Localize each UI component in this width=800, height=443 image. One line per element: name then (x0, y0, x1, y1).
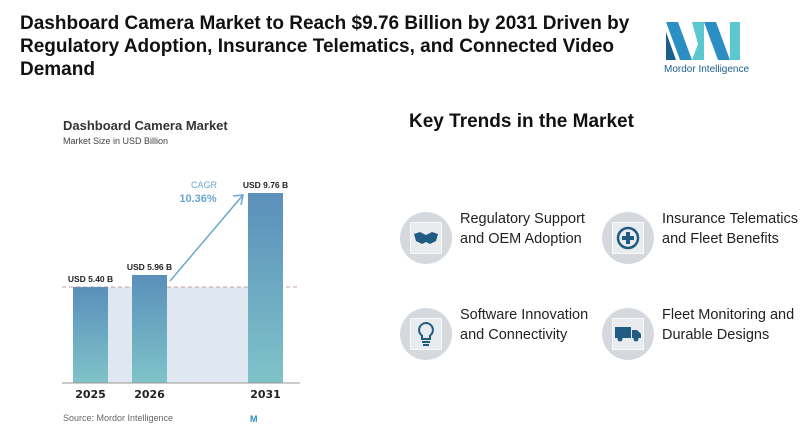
lightbulb-icon (410, 318, 442, 350)
plus-circle-icon (612, 222, 644, 254)
trend-item: Regulatory Support and OEM Adoption (400, 210, 600, 264)
trend-label: Regulatory Support and OEM Adoption (460, 211, 585, 247)
x-tick-label: 2025 (75, 388, 106, 401)
key-trends-title: Key Trends in the Market (409, 111, 634, 132)
bar-chart: USD 5.40 B 2025 USD 5.96 B 2026 USD 9.76 B 20… (62, 180, 300, 424)
mordor-intelligence-logo (666, 22, 740, 60)
handshake-icon (410, 222, 442, 254)
source-logo-icon: M (250, 414, 258, 424)
trend-item: Software Innovation and Connectivity (400, 306, 600, 360)
bar-2031 (248, 193, 283, 383)
arrow-head-icon (232, 194, 244, 206)
cagr-arrow (169, 194, 244, 282)
chart-subtitle: Market Size in USD Billion (63, 136, 169, 146)
page-title: Dashboard Camera Market to Reach $9.76 B… (20, 13, 630, 80)
trend-item: Fleet Monitoring and Durable Designs (602, 306, 800, 360)
trend-label: Insurance Telematics and Fleet Benefits (662, 211, 798, 247)
data-label: USD 5.40 B (68, 274, 113, 284)
cagr-label: CAGR (191, 180, 218, 190)
trend-label: Software Innovation and Connectivity (460, 307, 589, 343)
data-label: USD 5.96 B (127, 262, 172, 272)
chart-source: Source: Mordor Intelligence (63, 413, 174, 423)
logo-text: Mordor Intelligence (664, 64, 750, 75)
trend-label: Fleet Monitoring and Durable Designs (662, 307, 795, 343)
cagr-value: 10.36% (179, 193, 217, 205)
truck-icon (612, 318, 644, 350)
trend-item: Insurance Telematics and Fleet Benefits (602, 210, 800, 264)
x-tick-label: 2026 (134, 388, 165, 401)
chart-title: Dashboard Camera Market (63, 118, 228, 133)
bar-2026 (132, 274, 167, 383)
data-label: USD 9.76 B (243, 180, 288, 190)
bar-2025 (73, 287, 108, 383)
x-tick-label: 2031 (250, 388, 281, 401)
